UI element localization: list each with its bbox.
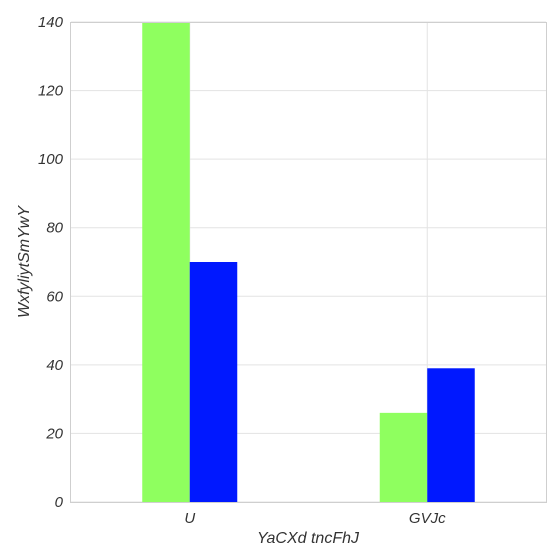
- bar-gvjc-series-1: [379, 412, 428, 502]
- bar-u-series-1: [142, 22, 190, 502]
- y-tick-label: 80: [46, 220, 63, 237]
- bars: [142, 22, 475, 502]
- x-tick-label: U: [184, 510, 195, 527]
- bar-u-series-2: [189, 262, 238, 502]
- y-tick-label: 60: [46, 288, 63, 305]
- y-tick-labels: 0 20 40 60 80 100 120 140: [38, 14, 64, 511]
- x-tick-labels: U GVJc: [184, 510, 446, 527]
- y-tick-label: 40: [46, 357, 63, 374]
- bar-gvjc-series-2: [427, 368, 475, 502]
- x-axis-label: YaCXd tncFhJ: [257, 530, 360, 547]
- y-tick-label: 0: [55, 494, 64, 511]
- plot-frame: [70, 22, 547, 503]
- y-tick-label: 120: [38, 83, 64, 100]
- y-tick-label: 20: [45, 425, 63, 442]
- x-tick-label: GVJc: [409, 510, 446, 527]
- y-axis-label: WxfyliytSmYwY: [16, 205, 33, 318]
- y-tick-label: 100: [38, 151, 64, 168]
- y-tick-label: 140: [38, 14, 64, 31]
